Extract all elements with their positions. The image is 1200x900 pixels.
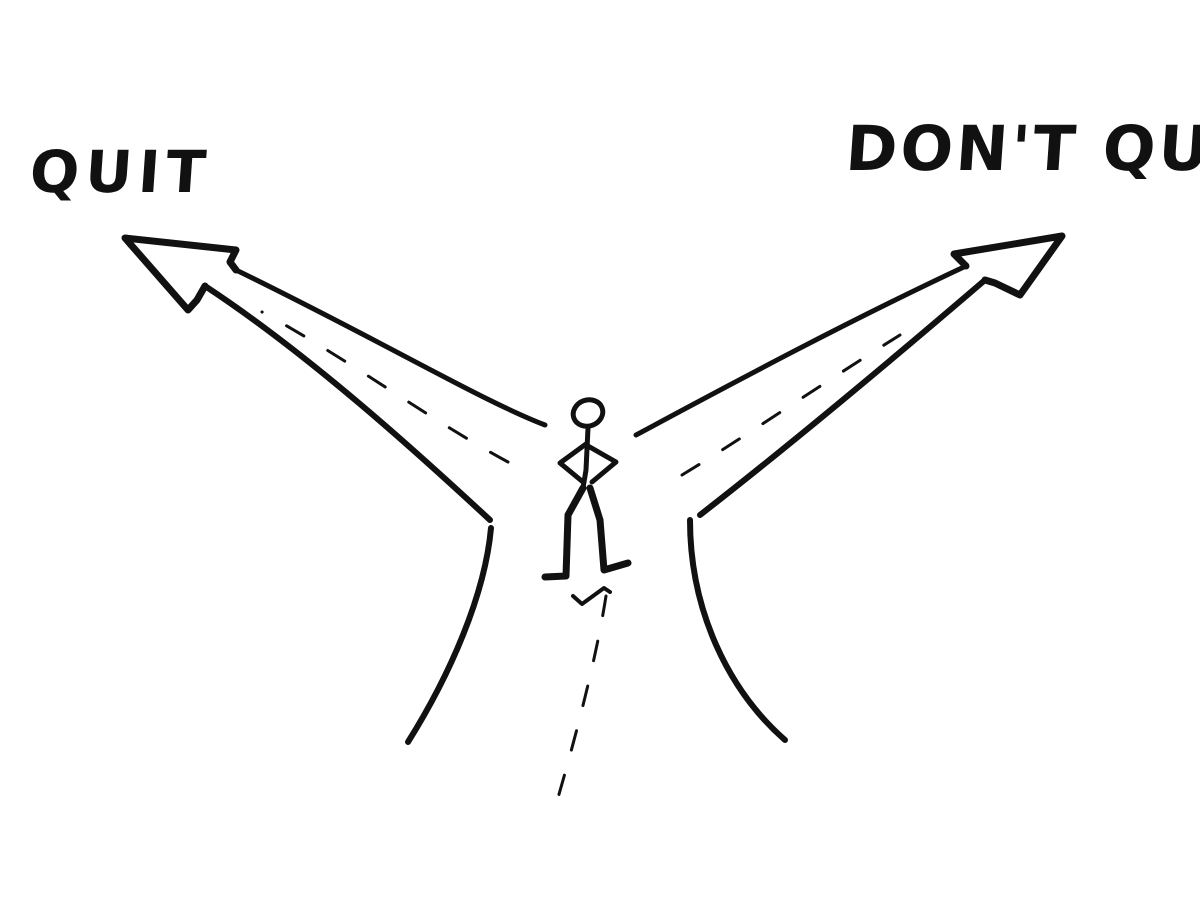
stick-figure-left-leg — [541, 484, 587, 581]
left-arrow-lower-edge — [202, 283, 493, 523]
right-arrowhead — [950, 232, 1066, 299]
right-arrow-path — [633, 232, 1066, 518]
left-arrow-path — [121, 234, 548, 523]
stick-figure-right-arm — [585, 443, 619, 485]
stick-figure-left-arm — [557, 441, 589, 485]
left-centerline-dashes — [260, 310, 510, 464]
stick-figure-shadow — [571, 586, 612, 606]
stick-figure-body — [580, 425, 591, 491]
right-arrow-lower-edge — [697, 277, 988, 518]
stick-figure-right-leg — [586, 484, 632, 574]
left-arrowhead — [121, 234, 240, 314]
road-left-edge — [405, 525, 494, 745]
road-right-edge — [687, 517, 788, 743]
stick-figure-head — [570, 397, 606, 429]
stick-figure — [541, 397, 632, 606]
lower-road — [405, 517, 788, 817]
road-centerline-dashes — [551, 594, 608, 817]
right-centerline-dashes — [680, 333, 902, 477]
left-arrow-upper-edge — [233, 267, 548, 428]
right-arrow-upper-edge — [633, 263, 969, 438]
